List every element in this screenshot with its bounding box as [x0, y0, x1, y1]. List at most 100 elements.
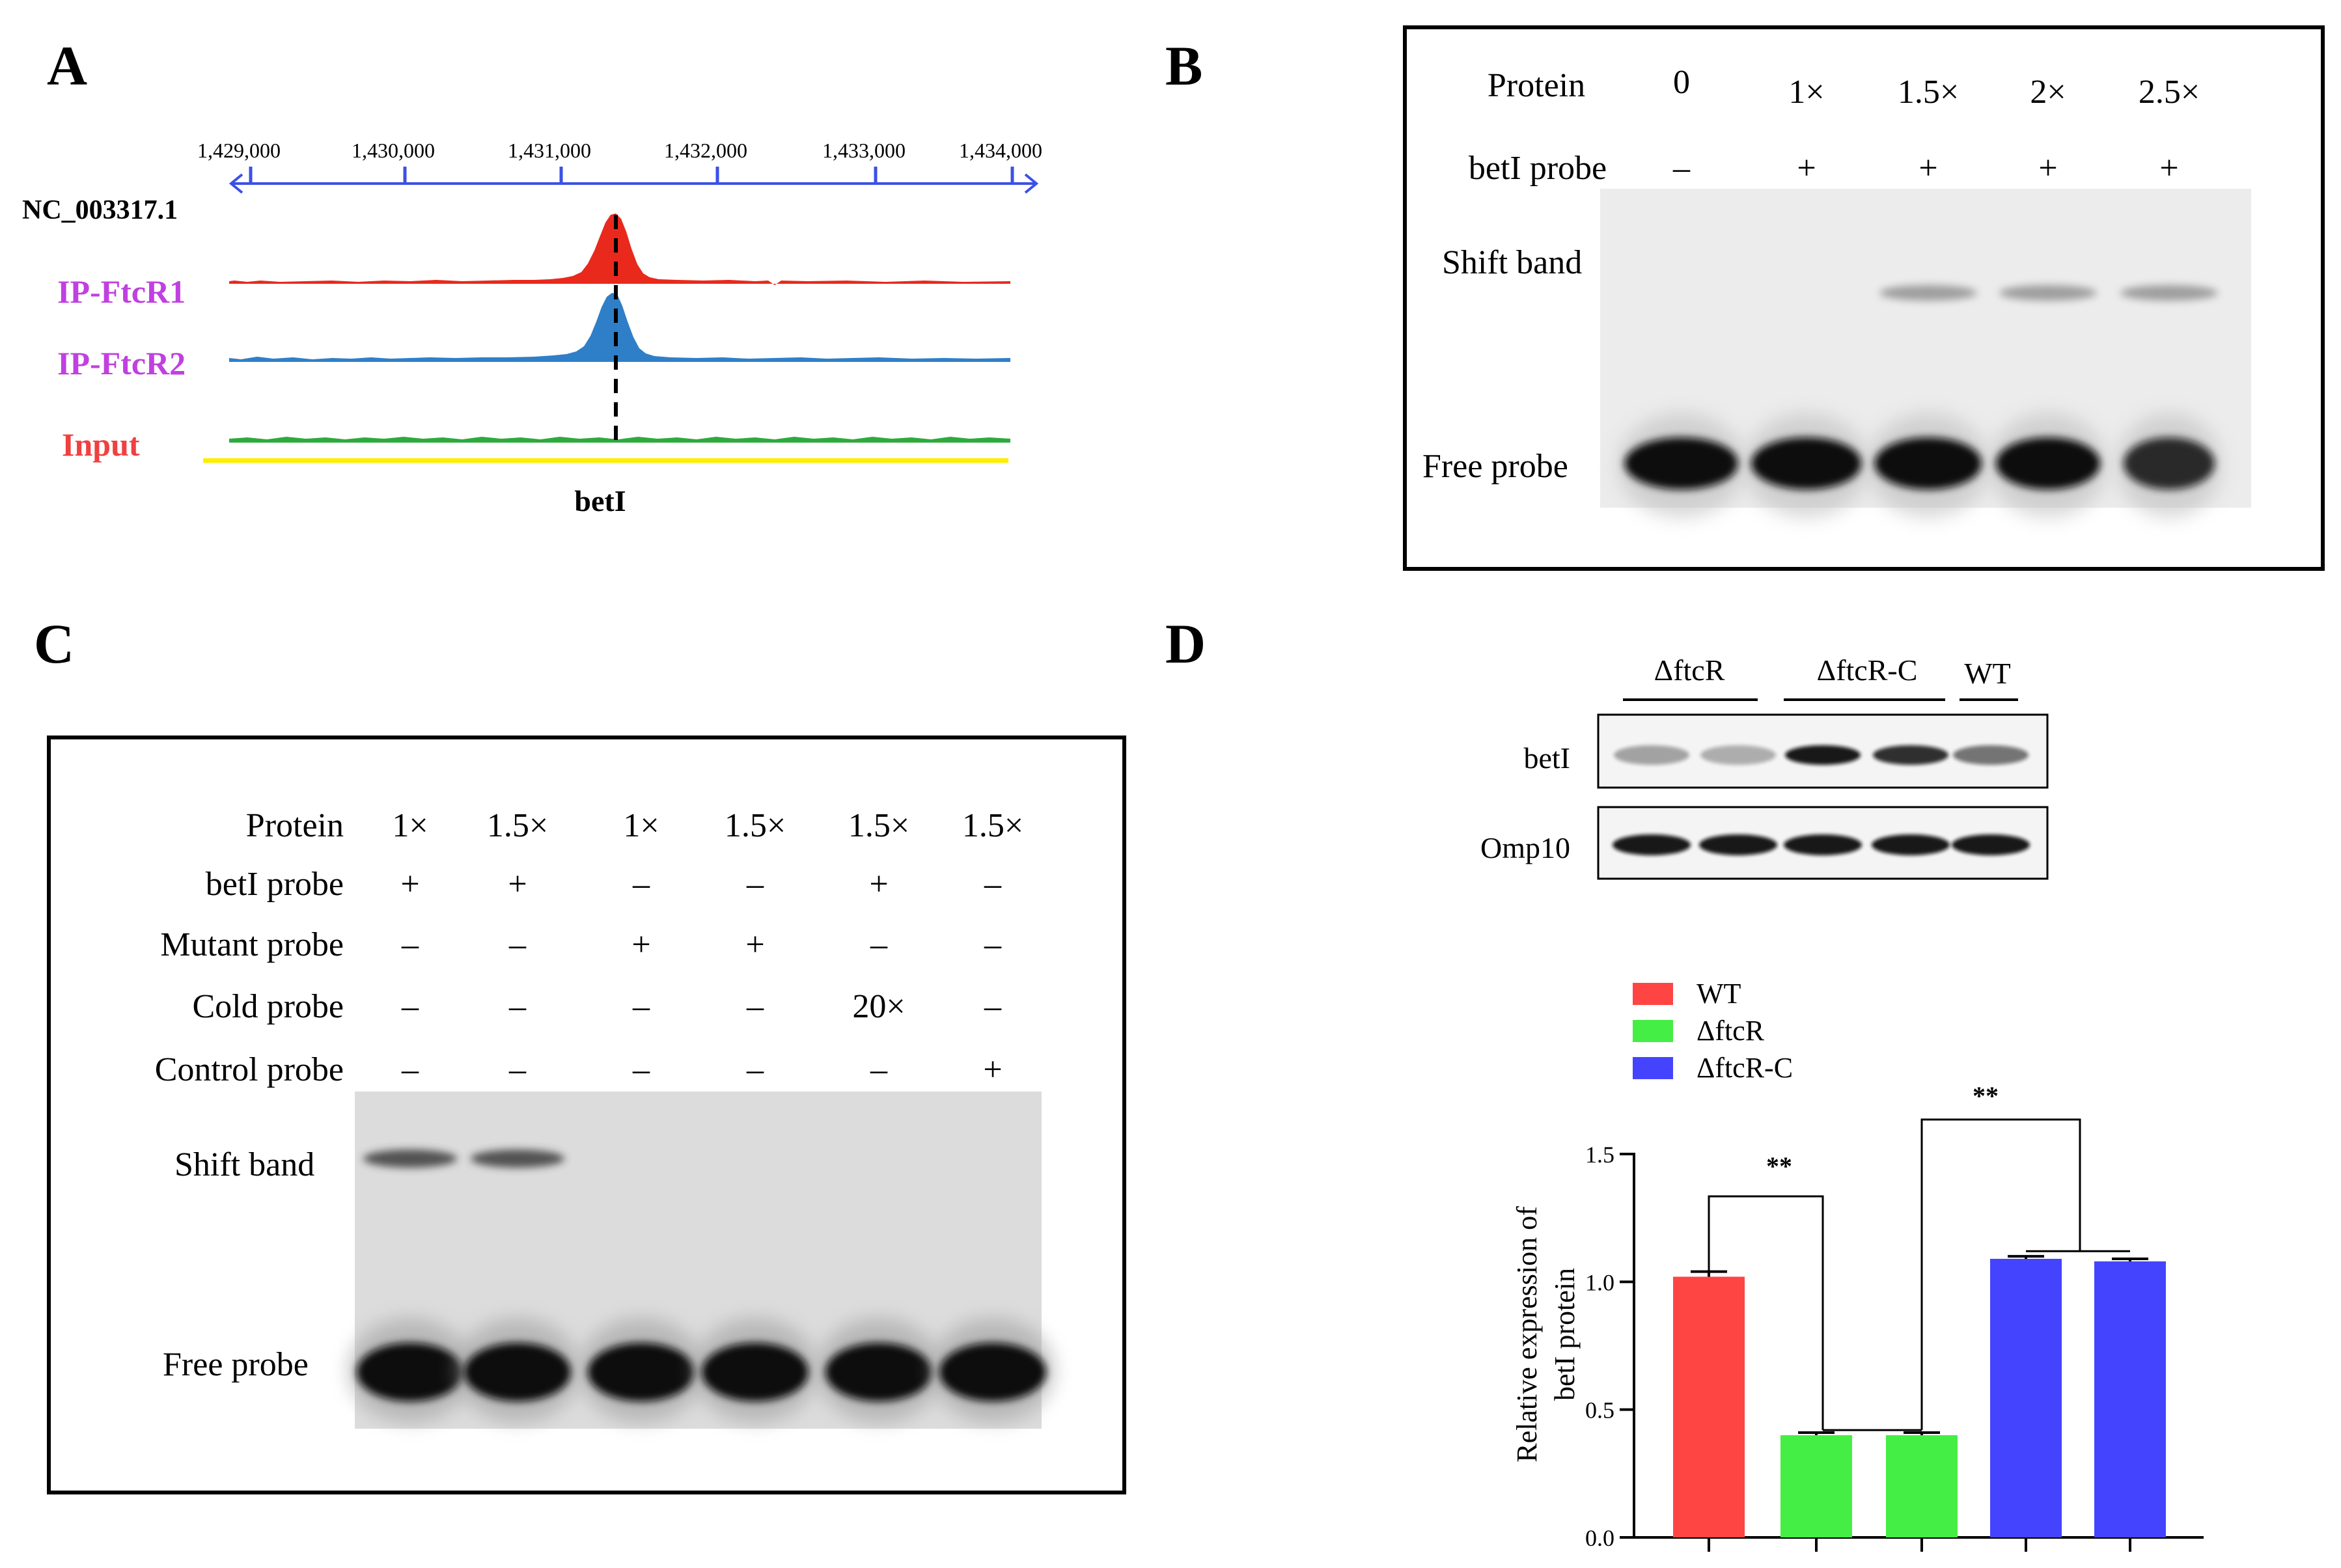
bar: [1886, 1435, 1958, 1537]
blot-group-label: ΔftcR-C: [1817, 653, 1918, 687]
panel-c-lane-value: –: [401, 988, 419, 1025]
omp10-band: [1952, 834, 2030, 855]
panel-c-lane-value: +: [983, 1051, 1002, 1088]
significance-bracket: [1920, 1118, 2081, 1431]
y-axis-label-line1: Relative expression of: [1511, 1206, 1543, 1463]
panel-b-emsa: Protein 0 1× 1.5× 2× 2.5× betI probe – + + + + Shif…: [1403, 25, 2325, 571]
y-tick-label: 0.0: [1585, 1525, 1614, 1551]
blot-group-label: WT: [1964, 657, 2011, 690]
panel-b-lane-value: 1.5×: [1898, 74, 1959, 111]
legend-swatch: [1633, 1020, 1673, 1042]
panel-c-free-probe-label: Free probe: [163, 1346, 309, 1383]
shift-band: [1879, 285, 1977, 301]
significance-mark: **: [1973, 1081, 1999, 1110]
panel-b-bands: [1618, 285, 2221, 517]
panel-b-lane-value: –: [1672, 150, 1691, 187]
chip-signal-ip-ftcr2: [229, 293, 1010, 362]
chart-legend: WT ΔftcR ΔftcR-C: [1633, 978, 1793, 1084]
axis-tick-label: 1,429,000: [197, 139, 281, 162]
panel-a-genome-browser: 1,429,000 1,430,000 1,431,000 1,432,000 1,43…: [22, 139, 1042, 517]
blot-row-label-beti: betI: [1523, 741, 1570, 775]
legend-label: ΔftcR: [1697, 1015, 1765, 1047]
panel-b-lane-value: 0: [1673, 64, 1690, 101]
panel-c-lane-value: –: [632, 866, 650, 903]
panel-d-western-blot: ΔftcR ΔftcR-C WT betI Omp10: [1480, 653, 2049, 880]
significance-bracket: [1708, 1195, 1824, 1431]
omp10-band: [1699, 834, 1777, 855]
beti-band: [1873, 745, 1948, 765]
beti-band: [1614, 745, 1689, 765]
gene-track-bar: [203, 458, 1008, 463]
track-label-input: Input: [62, 426, 140, 463]
panel-c-lane-value: –: [746, 1051, 764, 1088]
chart-plot-area: 0.0 0.5 1.0 1.5 ** **: [1585, 1081, 2204, 1552]
chip-signal-ip-ftcr1: [229, 213, 1010, 285]
shift-band: [1999, 285, 2097, 301]
free-probe-band: [1874, 437, 1982, 489]
shift-band: [2120, 285, 2218, 301]
free-probe-band: [1624, 437, 1739, 489]
free-probe-band: [825, 1343, 932, 1401]
panel-b-header: Protein 0 1× 1.5× 2× 2.5× betI probe – + + + +: [1469, 64, 2200, 187]
coordinate-axis: 1,429,000 1,430,000 1,431,000 1,432,000 1,43…: [197, 139, 1042, 194]
panel-c-label: C: [34, 612, 74, 675]
shift-band: [363, 1149, 457, 1168]
panel-c-lane-value: –: [984, 988, 1002, 1025]
panel-c-lane-value: 1×: [623, 807, 659, 844]
axis-arrow-right: [1024, 173, 1039, 194]
panel-c-row-label: Control probe: [155, 1051, 344, 1088]
panel-c-lane-value: –: [746, 866, 764, 903]
omp10-band: [1613, 834, 1691, 855]
panel-c-lane-value: 1×: [392, 807, 428, 844]
bar: [1673, 1276, 1745, 1537]
panel-c-row-label: Mutant probe: [160, 926, 344, 963]
panel-c-lane-value: +: [869, 866, 888, 903]
panel-b-lane-value: 1×: [1788, 74, 1824, 111]
panel-b-shift-band-label: Shift band: [1442, 244, 1582, 281]
panel-c-lane-value: 1.5×: [848, 807, 909, 844]
panel-b-row-label: betI probe: [1469, 150, 1607, 187]
panel-c-lane-value: –: [508, 1051, 527, 1088]
panel-c-lane-value: +: [508, 866, 527, 903]
bar: [1990, 1258, 2062, 1537]
panel-c-lane-value: –: [870, 1051, 888, 1088]
y-tick-label: 1.5: [1585, 1142, 1614, 1168]
panel-c-lane-value: –: [870, 926, 888, 963]
panel-c-lane-value: –: [401, 926, 419, 963]
track-label-ip-ftcr1: IP-FtcR1: [57, 273, 186, 310]
free-probe-band: [702, 1343, 809, 1401]
bar: [2094, 1261, 2166, 1537]
panel-b-lane-value: +: [2038, 150, 2057, 187]
panel-c-row-label: Cold probe: [192, 988, 344, 1025]
panel-c-lane-value: 1.5×: [725, 807, 786, 844]
panel-d-bar-chart: WT ΔftcR ΔftcR-C 0.0 0.5 1.0 1.5 ** ** Relative…: [1511, 978, 2204, 1552]
panel-c-lane-value: +: [400, 866, 419, 903]
panel-c-lane-value: –: [984, 926, 1002, 963]
panel-c-emsa: Protein 1× 1.5× 1× 1.5× 1.5× 1.5× betI probe + + –…: [47, 736, 1126, 1494]
axis-tick-label: 1,431,000: [508, 139, 591, 162]
chip-signal-input: [229, 437, 1010, 443]
panel-c-row-label: Protein: [246, 807, 344, 844]
free-probe-band: [2124, 437, 2215, 489]
blot-bands: [1613, 745, 2030, 855]
beti-band: [1785, 745, 1861, 765]
panel-c-bands: [348, 1149, 1055, 1422]
panel-c-lane-value: –: [984, 866, 1002, 903]
y-tick-label: 1.0: [1585, 1269, 1614, 1295]
axis-tick-label: 1,434,000: [959, 139, 1042, 162]
blot-group-label: ΔftcR: [1654, 653, 1725, 687]
panel-c-lane-value: –: [632, 1051, 650, 1088]
free-probe-band: [1996, 437, 2100, 489]
panel-b-lane-value: 2.5×: [2139, 74, 2200, 111]
panel-c-lane-value: –: [746, 988, 764, 1025]
blot-group-headers: ΔftcR ΔftcR-C WT: [1623, 653, 2018, 701]
panel-c-lane-value: –: [508, 926, 527, 963]
panel-c-lane-value: 1.5×: [487, 807, 548, 844]
y-tick-label: 0.5: [1585, 1397, 1614, 1424]
axis-tick-label: 1,432,000: [664, 139, 747, 162]
panel-b-row-label: Protein: [1488, 67, 1585, 104]
panel-b-free-probe-label: Free probe: [1422, 448, 1568, 485]
beti-band: [1953, 745, 2029, 765]
axis-tick-label: 1,430,000: [352, 139, 435, 162]
